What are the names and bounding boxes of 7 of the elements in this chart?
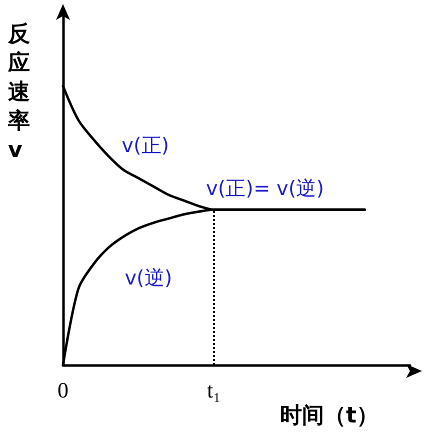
y-axis-title: 反应速率v: [7, 22, 30, 163]
x-tick-label: 0: [58, 378, 68, 402]
annotation: v(正)= v(逆): [206, 176, 324, 200]
series-label: v(正): [122, 132, 170, 157]
x-tick-label: t₁: [206, 378, 221, 402]
x-axis-title: 时间（t）: [280, 404, 379, 428]
series-label: v(逆): [124, 265, 172, 290]
